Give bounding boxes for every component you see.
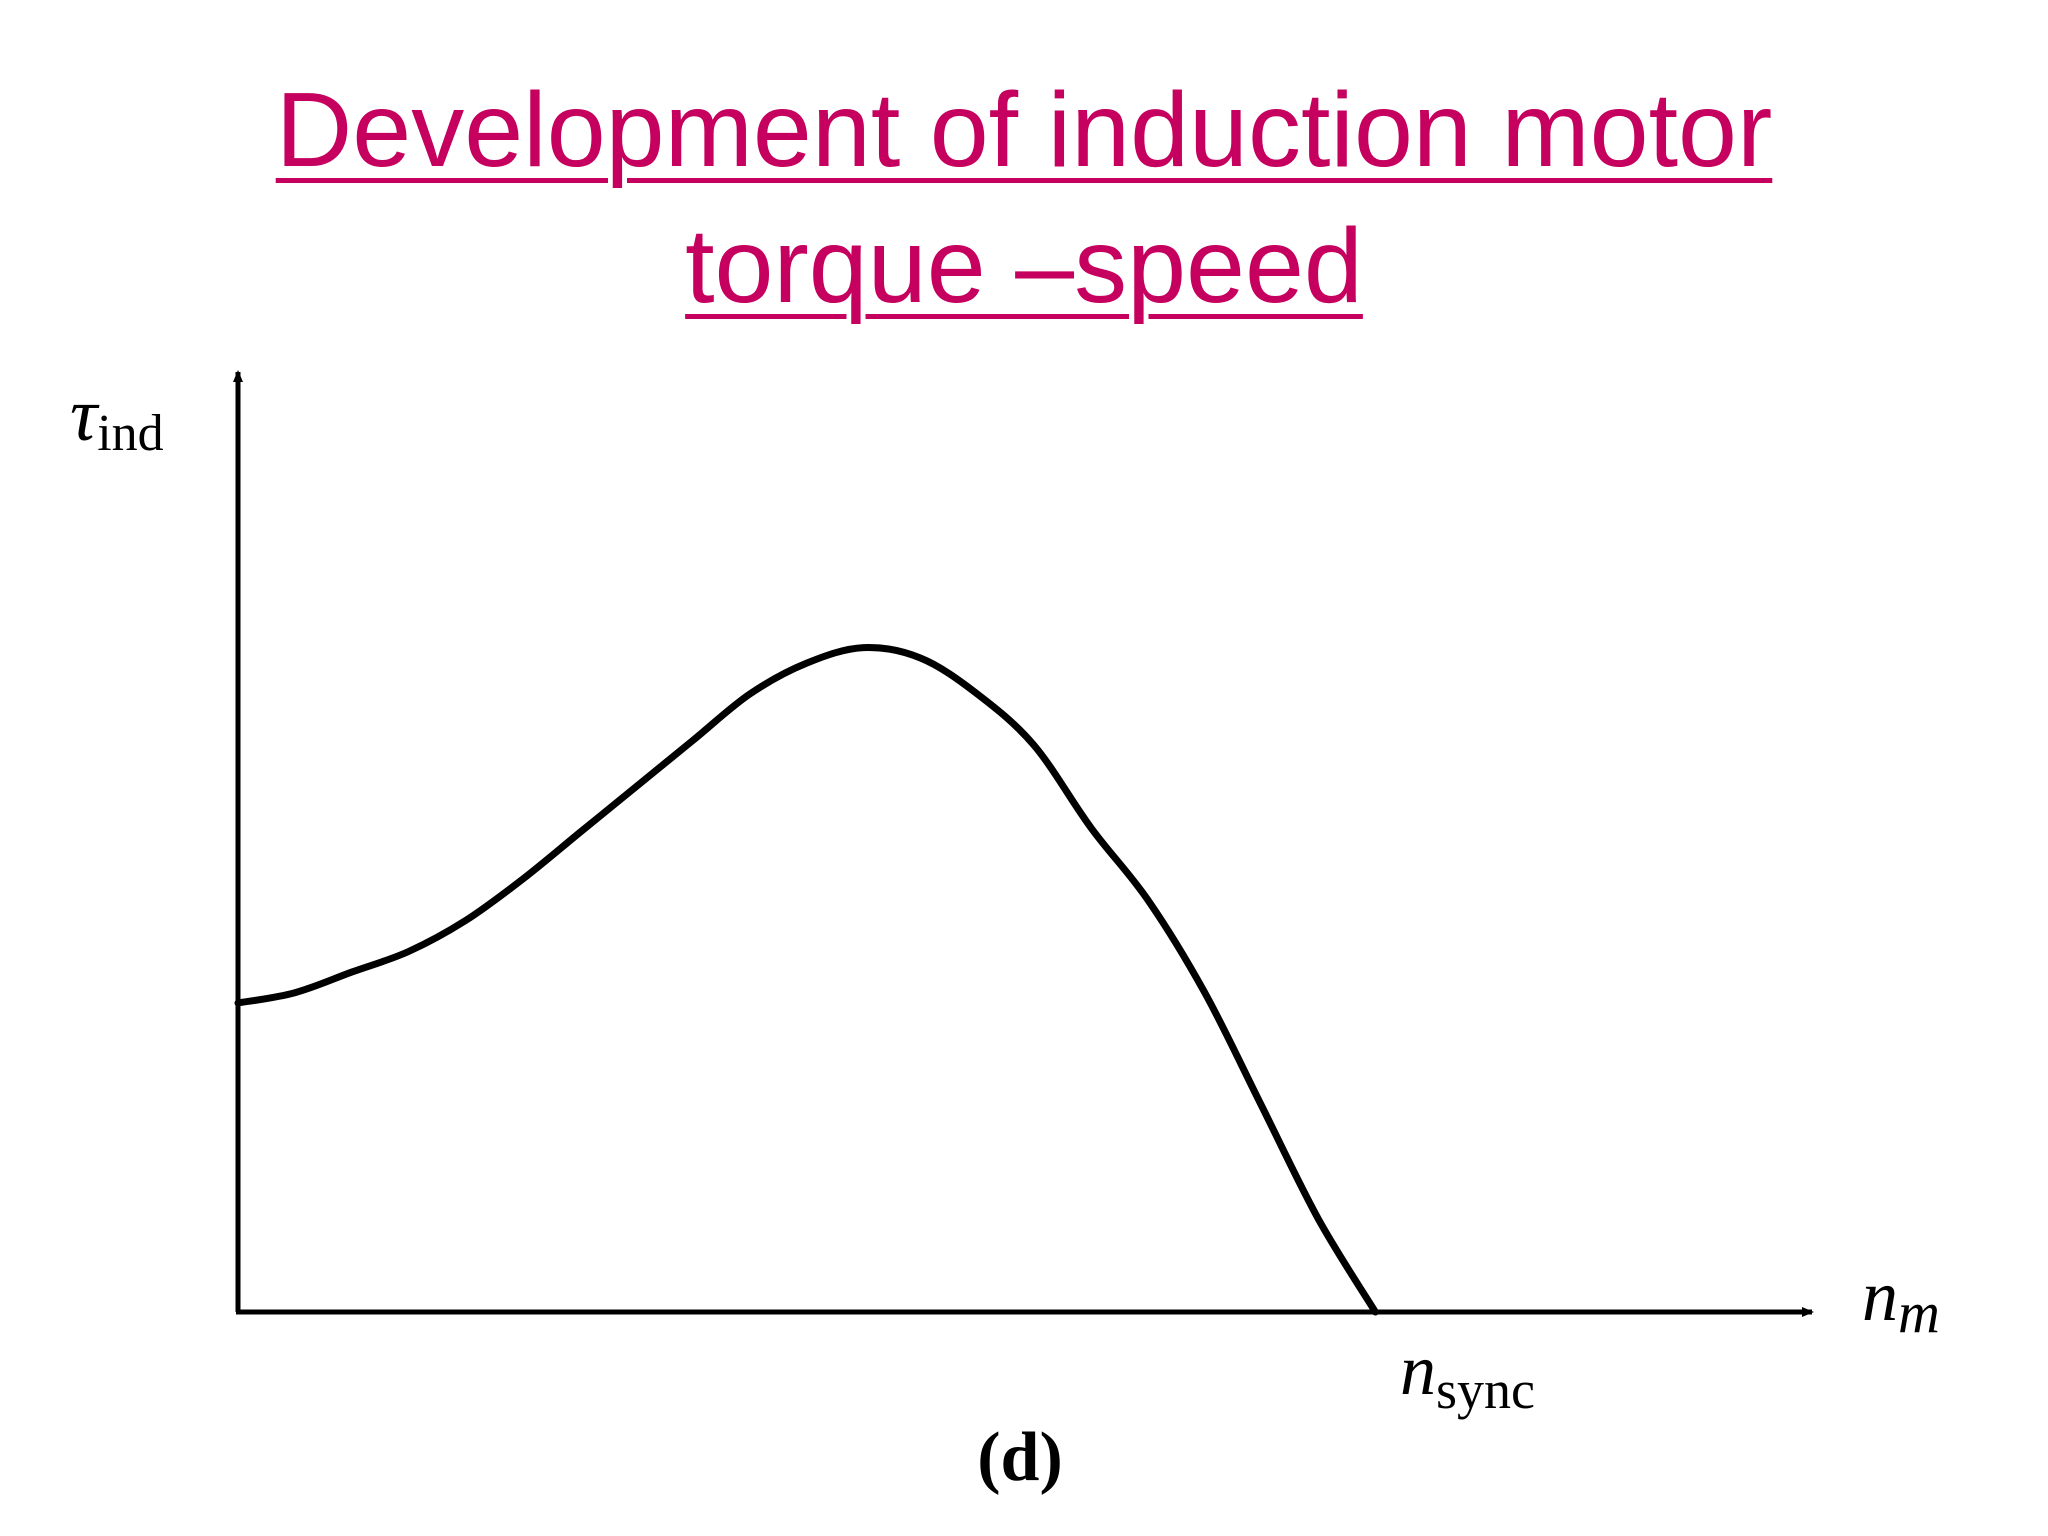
y-axis-label-symbol: τ [70, 373, 100, 457]
x-axis-label: nm [1862, 1256, 1940, 1345]
torque-speed-curve [234, 643, 1379, 1316]
x-tick-label-nsync: nsync [1400, 1330, 1535, 1420]
figure-caption: (d) [977, 1419, 1063, 1496]
slide-title: Development of induction motor torque –s… [0, 62, 2048, 334]
x-tick-label-symbol: n [1400, 1330, 1436, 1410]
x-axis-label-subscript: m [1898, 1280, 1940, 1345]
y-axis-label-subscript: ind [97, 405, 163, 462]
slide-title-line-1: Development of induction motor [275, 71, 1773, 189]
x-axis-label-symbol: n [1862, 1256, 1898, 1336]
x-tick-label-subscript: sync [1436, 1360, 1535, 1420]
slide-title-line-2: torque –speed [685, 207, 1363, 325]
y-axis-label: τind [70, 373, 164, 462]
